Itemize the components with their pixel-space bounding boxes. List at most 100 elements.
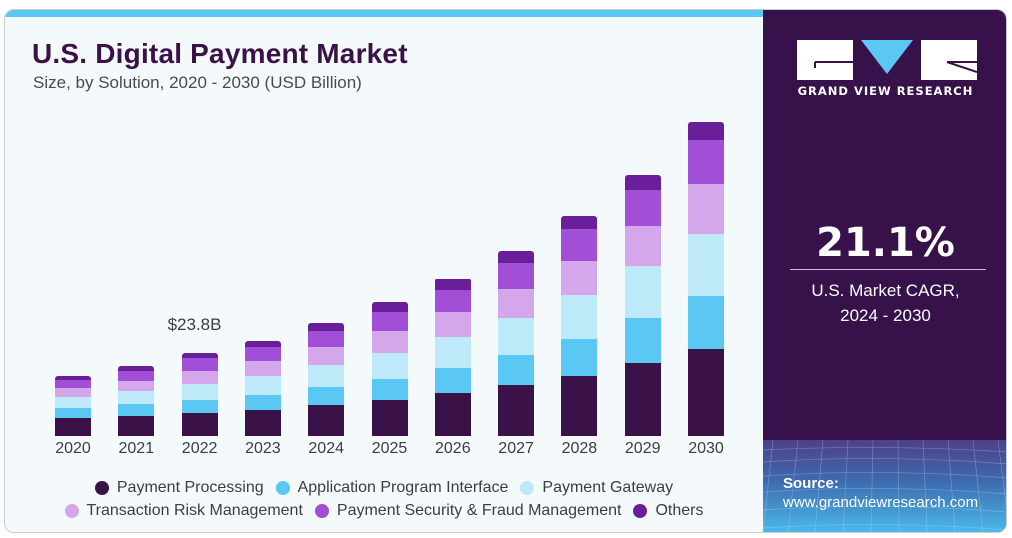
legend-dot-icon: [94, 480, 109, 495]
bar-segment-others: [308, 322, 345, 331]
bar-2022: [181, 353, 218, 436]
bar-2023: [244, 340, 281, 436]
bar-segment-payment-security-fraud-management: [498, 262, 535, 289]
legend-item: Payment Processing: [94, 478, 264, 497]
value-annotation: $23.8B: [167, 315, 222, 335]
bar-segment-application-program-interface: [498, 354, 535, 386]
bar-segment-payment-processing: [244, 410, 281, 436]
bar-segment-payment-gateway: [434, 336, 471, 369]
bar-segment-transaction-risk-management: [118, 380, 155, 392]
legend-row-1: Payment Processing Application Program In…: [5, 476, 763, 499]
bar-segment-payment-processing: [434, 393, 471, 436]
chart-subtitle: Size, by Solution, 2020 - 2030 (USD Bill…: [33, 73, 362, 92]
x-axis-label: 2028: [561, 440, 598, 457]
legend-dot-icon: [520, 480, 535, 495]
infographic-card: U.S. Digital Payment Market Size, by Sol…: [4, 9, 1007, 533]
bar-segment-payment-gateway: [624, 266, 661, 319]
bar-segment-transaction-risk-management: [244, 361, 281, 377]
bar-segment-others: [561, 216, 598, 230]
bar-segment-payment-gateway: [118, 391, 155, 405]
bar-segment-payment-gateway: [55, 396, 91, 408]
bar-2026: [434, 278, 471, 436]
bar-segment-transaction-risk-management: [561, 261, 598, 296]
bar-segment-payment-security-fraud-management: [561, 229, 598, 262]
bar-segment-application-program-interface: [244, 394, 281, 411]
bar-2029: [624, 175, 661, 436]
legend-dot-icon: [64, 503, 79, 518]
x-axis-label: 2023: [245, 440, 281, 457]
source-label: Source:: [783, 475, 839, 492]
x-axis-label: 2030: [688, 440, 724, 457]
x-axis-label: 2020: [55, 440, 91, 457]
bar-segment-transaction-risk-management: [55, 387, 91, 397]
x-axis-label: 2029: [624, 440, 661, 457]
legend-dot-icon: [314, 503, 329, 518]
bar-segment-others: [244, 340, 281, 348]
bar-segment-others: [371, 302, 408, 313]
bar-segment-payment-security-fraud-management: [55, 379, 91, 388]
bar-segment-payment-security-fraud-management: [371, 312, 408, 332]
legend-label: Application Program Interface: [297, 478, 509, 496]
legend-item: Payment Security & Fraud Management: [314, 502, 621, 520]
legend-dot-icon: [633, 503, 648, 518]
x-axis-label: 2026: [435, 440, 471, 457]
bar-segment-payment-security-fraud-management: [181, 358, 218, 372]
mesh-grid-decoration-icon: [763, 440, 1006, 532]
bar-segment-payment-gateway: [244, 376, 281, 395]
brand-name: GRAND VIEW RESEARCH: [797, 84, 974, 98]
bar-segment-payment-processing: [688, 348, 724, 436]
bar-segment-others: [624, 175, 661, 191]
bar-segment-payment-gateway: [371, 352, 408, 379]
bar-segment-others: [498, 250, 535, 263]
top-accent-bar: [5, 10, 763, 17]
bar-segment-payment-gateway: [561, 295, 598, 340]
bar-segment-application-program-interface: [181, 400, 218, 413]
bar-segment-payment-processing: [624, 363, 661, 436]
bar-segment-payment-processing: [55, 417, 91, 436]
legend-item: Payment Gateway: [520, 479, 673, 497]
bar-segment-transaction-risk-management: [624, 226, 661, 267]
bar-segment-payment-gateway: [181, 384, 218, 401]
cagr-value: 21.1%: [816, 220, 955, 266]
bar-segment-application-program-interface: [688, 295, 724, 349]
bar-2020: [55, 375, 91, 436]
bar-segment-application-program-interface: [55, 407, 91, 418]
grand-view-research-logo-icon: [797, 40, 977, 80]
legend-label: Payment Processing: [116, 478, 264, 496]
chart-title: U.S. Digital Payment Market: [32, 38, 408, 69]
bar-segment-payment-security-fraud-management: [434, 289, 471, 312]
x-axis-label: 2025: [371, 440, 408, 457]
chart-panel: U.S. Digital Payment Market Size, by Sol…: [5, 10, 763, 532]
cagr-divider: [790, 269, 986, 270]
cagr-label-line-2: 2024 - 2030: [840, 306, 931, 325]
legend-row-2: Transaction Risk Management Payment Secur…: [5, 499, 763, 522]
bar-segment-application-program-interface: [118, 404, 155, 416]
bar-segment-transaction-risk-management: [434, 311, 471, 337]
legend-item: Others: [633, 502, 703, 520]
bar-segment-payment-gateway: [688, 233, 724, 296]
sidebar-panel: GRAND VIEW RESEARCH 21.1% U.S. Market CA…: [763, 10, 1006, 532]
x-axis-label: 2027: [498, 440, 534, 457]
cagr-label-line-1: U.S. Market CAGR,: [811, 281, 960, 300]
bar-segment-application-program-interface: [561, 339, 598, 377]
bar-segment-application-program-interface: [434, 368, 471, 394]
bar-segment-transaction-risk-management: [688, 184, 724, 234]
bar-segment-payment-processing: [118, 415, 155, 436]
bar-2028: [561, 216, 598, 436]
legend-item: Application Program Interface: [275, 478, 509, 497]
bar-segment-payment-security-fraud-management: [118, 370, 155, 381]
bar-segment-payment-security-fraud-management: [624, 190, 661, 227]
source-box: Source: www.grandviewresearch.com: [763, 440, 1006, 532]
bar-segment-transaction-risk-management: [498, 288, 535, 318]
cagr-label: U.S. Market CAGR, 2024 - 2030: [763, 278, 1006, 328]
bar-segment-payment-processing: [181, 412, 218, 436]
bar-segment-payment-processing: [498, 385, 535, 436]
bar-segment-application-program-interface: [624, 318, 661, 364]
bar-segment-transaction-risk-management: [181, 371, 218, 385]
bar-2030: [688, 122, 724, 436]
x-axis-label: 2024: [308, 440, 344, 457]
bar-segment-others: [118, 365, 155, 371]
bar-segment-application-program-interface: [308, 386, 345, 405]
legend-label: Others: [655, 501, 704, 519]
bar-segment-others: [55, 375, 91, 380]
